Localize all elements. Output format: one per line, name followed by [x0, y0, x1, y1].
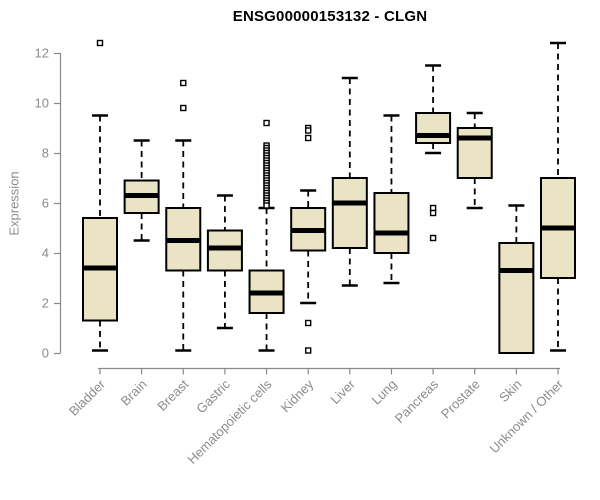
iqr-box: [498, 242, 535, 354]
y-tick-label: 2: [42, 296, 49, 311]
x-tick-label: Brain: [118, 377, 150, 409]
outlier-point: [96, 39, 104, 47]
chart-title: ENSG00000153132 - CLGN: [232, 8, 428, 25]
outlier-point: [429, 204, 437, 212]
iqr-box: [331, 177, 368, 249]
x-tick-label: Skin: [496, 377, 524, 405]
y-tick-label: 8: [42, 146, 49, 161]
outlier-point: [304, 319, 312, 327]
iqr-box: [415, 112, 452, 144]
y-tick-label: 12: [35, 46, 49, 61]
x-tick-label: Gastric: [193, 376, 233, 416]
outlier-point: [180, 104, 187, 112]
x-tick-label: Kidney: [278, 376, 317, 415]
outlier-point: [304, 347, 312, 354]
x-tick-label: Pancreas: [392, 376, 442, 426]
outlier-point: [304, 134, 312, 142]
outlier-point: [263, 202, 270, 209]
outlier-point: [304, 127, 312, 134]
x-tick-label: Breast: [154, 376, 191, 413]
x-tick-label: Unknown / Other: [487, 376, 567, 456]
outlier-point: [429, 234, 437, 242]
outlier-point: [180, 79, 187, 87]
outlier-point: [429, 209, 437, 217]
y-tick-label: 4: [42, 246, 49, 261]
outlier-point: [263, 119, 270, 127]
y-tick-label: 10: [35, 96, 49, 111]
x-tick-label: Liver: [327, 376, 358, 407]
x-tick-label: Prostate: [438, 377, 483, 422]
x-tick-label: Lung: [369, 377, 400, 408]
y-tick-label: 6: [42, 196, 49, 211]
y-tick-label: 0: [42, 346, 49, 361]
iqr-box: [373, 192, 410, 254]
x-tick-label: Bladder: [66, 376, 109, 419]
